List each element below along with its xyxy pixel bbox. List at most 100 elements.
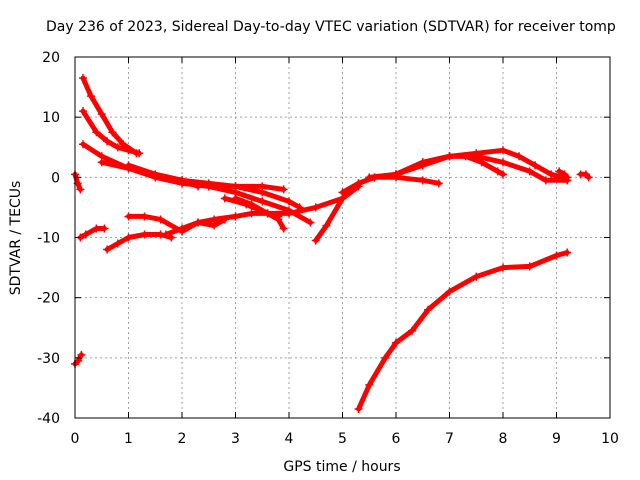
data-point-track-16 — [547, 170, 556, 179]
data-point-track-2 — [113, 143, 122, 152]
data-point-track-15 — [541, 176, 550, 185]
data-point-track-17 — [418, 158, 427, 167]
data-point-track-15 — [354, 179, 363, 188]
data-point-track-7 — [285, 209, 293, 218]
data-point-track-4 — [97, 158, 106, 167]
data-point-track-14 — [525, 262, 534, 271]
x-tick-label: 4 — [285, 431, 294, 447]
data-point-track-11 — [124, 212, 133, 221]
data-point-track-8 — [247, 200, 256, 209]
data-point-track-3 — [306, 218, 315, 227]
data-point-track-14 — [354, 404, 363, 413]
data-point-track-3 — [258, 197, 267, 206]
data-point-track-15 — [499, 158, 507, 167]
data-point-track-14 — [499, 263, 507, 272]
data-point-track-2 — [79, 107, 88, 116]
data-point-track-17 — [461, 152, 470, 161]
data-point-track-13 — [434, 179, 443, 188]
data-point-track-16 — [365, 173, 374, 182]
data-point-track-12 — [274, 212, 283, 221]
x-tick-label: 3 — [231, 431, 240, 447]
data-point-track-15 — [338, 188, 347, 197]
data-point-track-3 — [79, 140, 88, 149]
data-point-track-6 — [279, 185, 288, 194]
data-point-track-6 — [258, 182, 267, 191]
data-point-track-18 — [76, 185, 85, 194]
data-point-track-9 — [92, 224, 101, 233]
series-track-13 — [313, 174, 442, 243]
data-point-track-8 — [279, 224, 288, 233]
data-point-track-2 — [103, 137, 112, 146]
data-point-track-5 — [285, 197, 293, 206]
data-point-track-12 — [178, 224, 186, 233]
data-point-track-11 — [156, 215, 165, 224]
y-tick-label: -30 — [37, 351, 60, 367]
data-point-track-5 — [124, 161, 133, 170]
data-point-track-12 — [247, 209, 256, 218]
data-point-track-1 — [108, 128, 117, 137]
data-point-track-21 — [555, 167, 564, 176]
y-tick-label: -10 — [37, 231, 60, 247]
data-point-track-6 — [151, 173, 160, 182]
data-point-track-16 — [472, 149, 481, 158]
data-point-track-14 — [408, 326, 417, 335]
data-point-track-12 — [231, 212, 240, 221]
data-point-track-1 — [87, 92, 96, 101]
data-point-track-2 — [92, 128, 101, 137]
data-point-track-16 — [531, 161, 540, 170]
data-point-track-21 — [563, 173, 572, 182]
data-point-track-13 — [418, 176, 427, 185]
data-point-track-7 — [220, 194, 229, 203]
series-track-10 — [104, 232, 174, 252]
data-point-track-2 — [124, 146, 133, 155]
y-tick-label: 10 — [42, 110, 60, 126]
data-point-track-16 — [499, 146, 507, 155]
chart-title: Day 236 of 2023, Sidereal Day-to-day VTE… — [46, 19, 616, 35]
data-point-track-8 — [231, 194, 240, 203]
data-point-track-17 — [445, 152, 454, 161]
series-track-9 — [77, 226, 107, 240]
data-point-track-15 — [525, 167, 534, 176]
x-tick-label: 5 — [338, 431, 347, 447]
y-tick-label: -40 — [37, 411, 60, 427]
data-point-track-7 — [311, 203, 320, 212]
y-tick-label: 20 — [42, 50, 60, 66]
data-point-track-1 — [97, 110, 106, 119]
data-point-track-9 — [100, 224, 109, 233]
data-point-track-14 — [424, 305, 433, 314]
x-tick-label: 2 — [178, 431, 187, 447]
y-tick-label: 0 — [51, 170, 60, 186]
data-point-track-6 — [204, 179, 213, 188]
data-point-track-14 — [445, 287, 454, 296]
data-point-track-12 — [161, 230, 170, 239]
y-axis-label: SDTVAR / TECUs — [8, 181, 24, 296]
y-tick-label: -20 — [37, 291, 60, 307]
data-point-track-6 — [178, 176, 186, 185]
series-track-14 — [356, 250, 570, 412]
data-point-track-14 — [381, 353, 390, 362]
data-point-track-10 — [124, 233, 133, 242]
series-group — [71, 74, 593, 413]
data-point-track-2 — [135, 149, 144, 158]
data-point-track-14 — [392, 338, 400, 347]
data-point-track-10 — [140, 230, 149, 239]
data-point-track-1 — [79, 74, 88, 83]
x-tick-label: 10 — [601, 431, 619, 447]
x-tick-label: 1 — [124, 431, 133, 447]
x-tick-label: 0 — [71, 431, 80, 447]
data-point-track-11 — [140, 212, 149, 221]
data-point-track-12 — [210, 215, 219, 224]
data-point-track-6 — [231, 182, 240, 191]
data-point-track-14 — [552, 251, 561, 260]
data-point-track-13 — [311, 236, 320, 245]
grid — [75, 57, 610, 418]
x-tick-label: 9 — [552, 431, 561, 447]
x-tick-label: 8 — [499, 431, 508, 447]
data-point-track-16 — [515, 152, 524, 161]
data-point-track-14 — [365, 380, 374, 389]
x-tick-label: 7 — [445, 431, 454, 447]
x-axis-label: GPS time / hours — [283, 459, 400, 475]
data-point-track-14 — [472, 272, 481, 281]
data-point-track-12 — [263, 209, 272, 218]
